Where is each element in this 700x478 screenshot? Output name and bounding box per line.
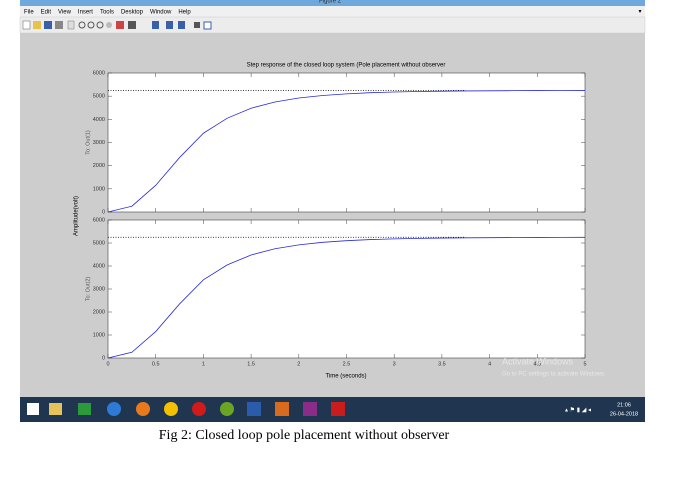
y-tick-label: 1000: [93, 332, 105, 338]
y-tick-label: 3000: [93, 286, 105, 292]
clock-date[interactable]: 26-04-2018: [610, 411, 638, 417]
y-tick-label: 1000: [93, 186, 105, 192]
x-tick-label: 2: [297, 361, 300, 367]
x-tick-label: 0.5: [152, 361, 160, 367]
y-tick-label: 2000: [93, 309, 105, 315]
menu-item[interactable]: Help: [178, 10, 191, 16]
y-tick-label: 0: [102, 355, 105, 361]
menu-item[interactable]: Edit: [41, 10, 52, 16]
y-tick-label: 4000: [93, 117, 105, 123]
menu-item[interactable]: File: [24, 10, 34, 16]
y-tick-label: 6000: [93, 70, 105, 76]
y-tick-label: 6000: [93, 217, 105, 223]
menu-bar: [20, 6, 645, 17]
step-response-line: [107, 236, 586, 359]
menu-item[interactable]: Tools: [100, 10, 114, 16]
x-tick-label: 0: [106, 361, 109, 367]
subplot-y-label: To: Out(2): [85, 277, 91, 302]
watermark-text: Go to PC settings to activate Windows.: [502, 372, 606, 378]
plot-area: [107, 219, 586, 359]
y-tick-label: 5000: [93, 240, 105, 246]
x-tick-label: 4.5: [533, 361, 541, 367]
window-title: Figure 2: [319, 0, 342, 5]
x-tick-label: 2.5: [343, 361, 351, 367]
figure-title: Step response of the closed loop system …: [247, 63, 446, 69]
title-bar: [20, 0, 645, 6]
y-tick-label: 5000: [93, 94, 105, 100]
menu-item[interactable]: View: [58, 10, 72, 16]
y-tick-label: 2000: [93, 163, 105, 169]
menu-item[interactable]: Desktop: [121, 10, 144, 16]
tray-icons[interactable]: ▴ ⚑ ▮ ◢ ◂: [565, 407, 591, 414]
y-tick-label: 3000: [93, 140, 105, 146]
watermark-title: Activate Windows: [502, 356, 574, 366]
x-axis-label: Time (seconds): [325, 374, 366, 380]
x-tick-label: 1.5: [247, 361, 255, 367]
x-tick-label: 1: [202, 361, 205, 367]
caption: Fig 2: Closed loop pole placement withou…: [159, 428, 450, 443]
y-tick-label: 4000: [93, 263, 105, 269]
y-tick-label: 0: [102, 209, 105, 215]
toolbar-icons[interactable]: [22, 20, 212, 30]
x-tick-label: 3: [393, 361, 396, 367]
x-tick-label: 5: [583, 361, 586, 367]
menu-arrow[interactable]: ▾: [638, 9, 641, 15]
step-response-line: [107, 90, 586, 213]
x-tick-label: 3.5: [438, 361, 446, 367]
menu-item[interactable]: Window: [150, 10, 172, 16]
toolbar: [19, 16, 646, 34]
y-axis-label: Amplitude(volt): [74, 196, 80, 236]
x-tick-label: 4: [488, 361, 491, 367]
taskbar-icons[interactable]: [27, 402, 345, 416]
menu-item[interactable]: Insert: [78, 10, 93, 16]
subplot-y-label: To: Out(1): [85, 130, 91, 155]
clock-time[interactable]: 21:06: [617, 402, 631, 408]
